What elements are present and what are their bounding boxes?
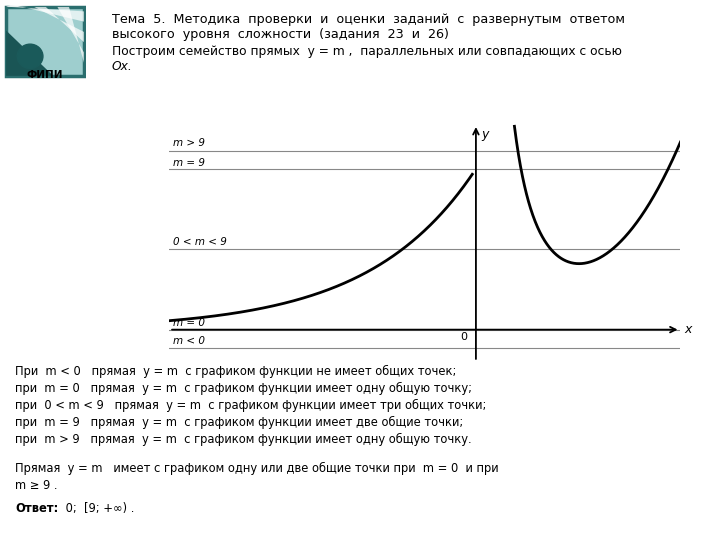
Polygon shape [58,7,84,63]
Bar [6,7,84,76]
Text: Построим семейство прямых  y = m ,  параллельных или совпадающих с осью: Построим семейство прямых y = m , паралл… [112,45,622,58]
Polygon shape [35,7,84,42]
Text: высокого  уровня  сложности  (задания  23  и  26): высокого уровня сложности (задания 23 и … [112,28,449,41]
Text: при  0 < m < 9   прямая  y = m  с графиком функции имеет три общих точки;: при 0 < m < 9 прямая y = m с графиком фу… [15,399,487,412]
Text: Прямая  y = m   имеет с графиком одну или две общие точки при  m = 0  и при: Прямая y = m имеет с графиком одну или д… [15,462,499,475]
Text: y: y [481,128,488,141]
Text: 0 < m < 9: 0 < m < 9 [173,237,227,247]
Text: 0: 0 [460,332,467,342]
Polygon shape [6,0,84,7]
Polygon shape [11,7,84,22]
Text: При  m < 0   прямая  y = m  с графиком функции не имеет общих точек;: При m < 0 прямая y = m с графиком функци… [15,365,456,378]
Text: Тема  5.  Методика  проверки  и  оценки  заданий  с  развернутым  ответом: Тема 5. Методика проверки и оценки задан… [112,13,625,26]
Text: ФИПИ: ФИПИ [27,70,63,80]
Text: m ≥ 9 .: m ≥ 9 . [15,479,58,492]
Text: при  m = 9   прямая  y = m  с графиком функции имеет две общие точки;: при m = 9 прямая y = m с графиком функци… [15,416,463,429]
Text: x: x [684,323,691,336]
Text: Ответ:: Ответ: [15,502,58,515]
Polygon shape [6,0,84,7]
Circle shape [17,44,43,69]
Text: при  m > 9   прямая  y = m  с графиком функции имеет одну общую точку.: при m > 9 прямая y = m с графиком функци… [15,433,472,446]
Text: m > 9: m > 9 [173,138,205,149]
Text: 0;  [9; +∞) .: 0; [9; +∞) . [62,502,135,515]
Text: Ox.: Ox. [112,60,132,73]
Text: m = 0: m = 0 [173,318,205,328]
Text: m < 0: m < 0 [173,336,205,346]
Polygon shape [6,30,53,76]
Text: при  m = 0   прямая  y = m  с графиком функции имеет одну общую точку;: при m = 0 прямая y = m с графиком функци… [15,382,472,395]
Text: m = 9: m = 9 [173,158,205,168]
